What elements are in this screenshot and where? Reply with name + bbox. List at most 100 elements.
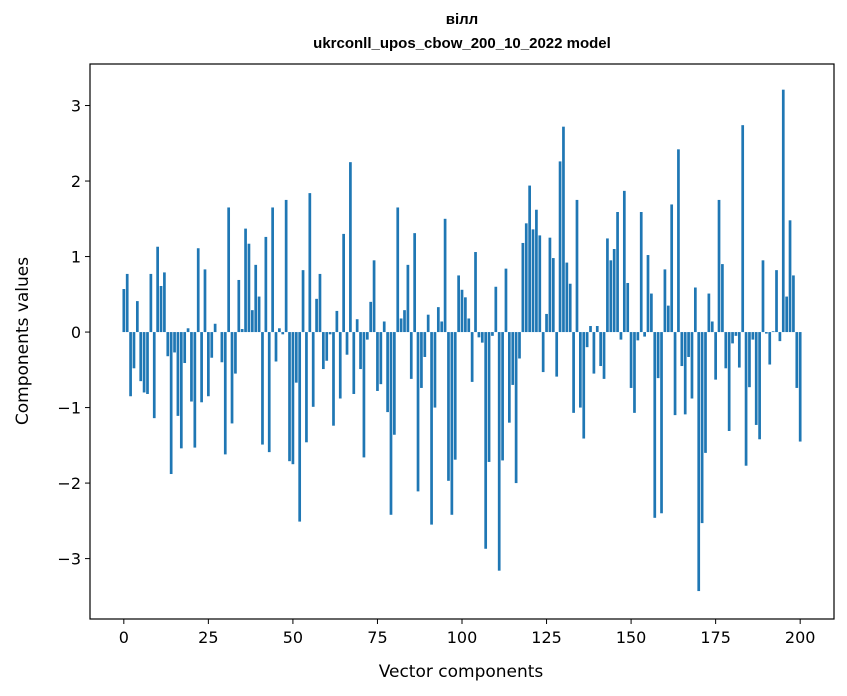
bar — [372, 260, 376, 333]
bar — [355, 319, 359, 333]
bar — [771, 331, 775, 333]
bar — [183, 332, 187, 364]
bar — [135, 301, 139, 333]
bar — [129, 332, 132, 397]
bar — [203, 269, 207, 333]
x-tick-label: 200 — [785, 628, 816, 647]
bar — [403, 310, 406, 333]
bar — [721, 264, 724, 333]
bar — [585, 332, 589, 348]
bar — [673, 332, 677, 416]
bar — [687, 332, 690, 357]
bar — [636, 332, 640, 341]
bar — [332, 332, 335, 426]
bar — [741, 125, 745, 333]
bar — [754, 332, 758, 425]
bar — [606, 238, 609, 333]
bar — [213, 323, 217, 333]
bar — [491, 332, 494, 336]
bar — [528, 185, 531, 333]
bar — [196, 248, 200, 333]
bar — [430, 332, 433, 525]
bar — [778, 332, 782, 342]
bar — [761, 260, 765, 333]
bar — [568, 283, 572, 333]
bar — [737, 332, 741, 368]
bar — [311, 332, 315, 407]
bar — [470, 332, 474, 382]
bar — [599, 332, 603, 367]
bar — [328, 332, 332, 335]
bar — [501, 332, 504, 461]
bar — [535, 209, 538, 333]
bar — [338, 332, 342, 399]
bar — [254, 264, 258, 333]
bar — [247, 243, 251, 333]
bar — [220, 332, 224, 363]
y-tick-label: −2 — [57, 474, 81, 493]
bar — [758, 332, 761, 440]
bar — [156, 246, 159, 333]
bar — [629, 332, 633, 388]
bar — [281, 332, 285, 335]
bar — [250, 310, 254, 333]
bar — [558, 161, 562, 333]
bar — [575, 199, 579, 333]
bar — [294, 332, 298, 383]
y-tick-label: 0 — [71, 323, 81, 342]
bar — [768, 332, 772, 365]
bar — [152, 332, 156, 419]
bar — [179, 332, 183, 449]
bar — [710, 321, 714, 333]
bar — [433, 332, 437, 408]
x-tick-label: 100 — [447, 628, 478, 647]
bar — [298, 332, 302, 522]
bar — [619, 332, 623, 340]
bar — [416, 332, 420, 492]
bar — [677, 149, 680, 333]
bar — [660, 332, 663, 514]
bar — [612, 249, 616, 333]
bar — [321, 332, 325, 370]
chart-title-line-1: вілл — [445, 11, 479, 28]
y-tick-label: −3 — [57, 550, 81, 569]
bar — [335, 310, 339, 333]
bar — [707, 293, 711, 333]
bar — [453, 332, 457, 460]
bar — [210, 332, 214, 358]
bar — [697, 332, 701, 592]
bar — [514, 332, 518, 484]
bar — [521, 242, 525, 333]
bar — [765, 332, 768, 334]
y-tick-label: −1 — [57, 399, 81, 418]
bar — [616, 212, 619, 333]
bar — [464, 297, 467, 333]
bar — [785, 296, 789, 333]
bar — [365, 332, 369, 340]
bar — [342, 233, 345, 333]
bar — [288, 332, 291, 462]
bar — [396, 207, 400, 333]
bar — [748, 332, 751, 388]
bar — [795, 332, 799, 388]
bar — [477, 332, 481, 338]
bar — [409, 332, 413, 379]
bar — [379, 332, 383, 385]
bar — [230, 332, 234, 424]
bar — [646, 255, 650, 333]
bar — [602, 332, 606, 379]
bar — [308, 193, 312, 333]
bar — [562, 126, 565, 333]
x-tick-label: 150 — [616, 628, 647, 647]
bar — [666, 305, 670, 333]
bar — [798, 332, 802, 442]
bar — [457, 275, 460, 333]
bar — [663, 269, 667, 333]
x-tick-label: 25 — [198, 628, 218, 647]
bar — [413, 233, 417, 333]
bar — [582, 332, 586, 439]
bar — [700, 332, 704, 524]
bar — [386, 332, 389, 413]
bar — [592, 332, 596, 374]
bar — [159, 286, 163, 333]
